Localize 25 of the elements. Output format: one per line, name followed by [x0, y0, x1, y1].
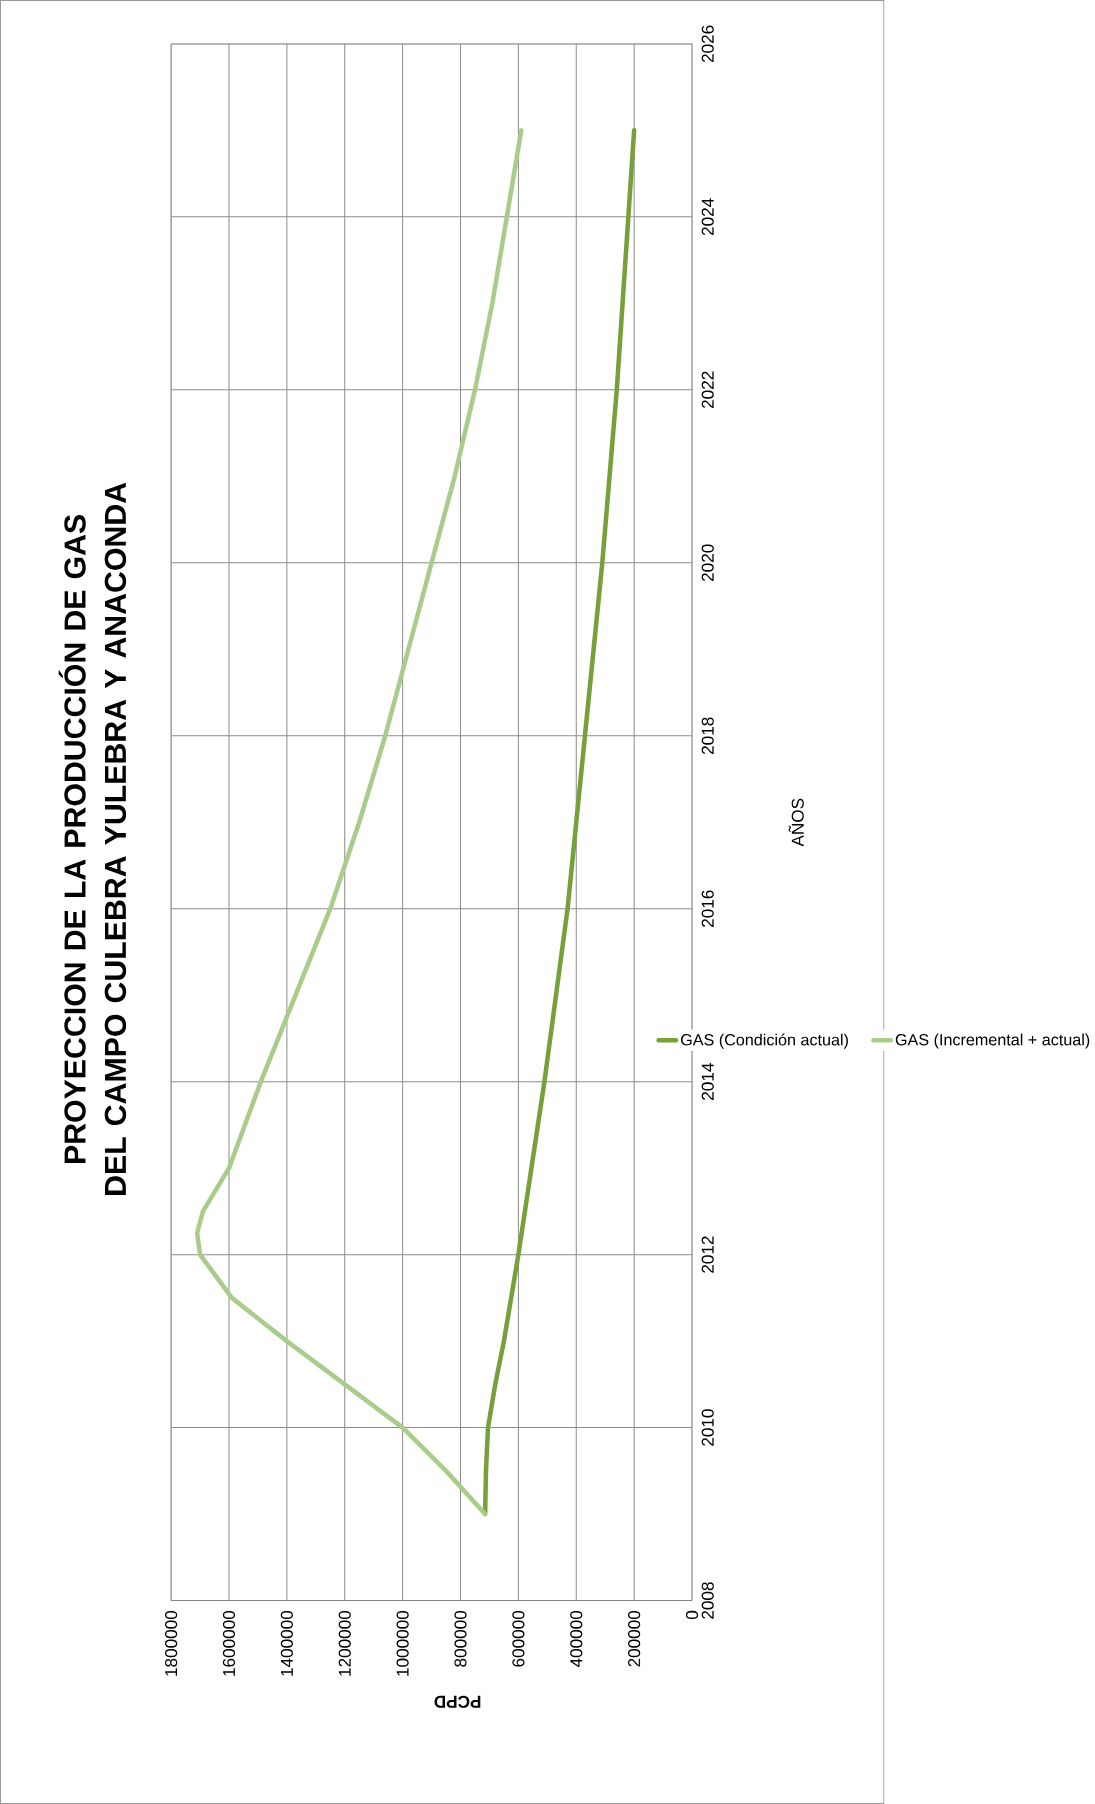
text: PROYECCION DE LA PRODUCCIÓN DE GAS DEL CAMPO CULEBRA YULEBRA Y ANACONDA [58, 482, 126, 1195]
x-tick-label: 400000 [570, 1610, 583, 1668]
y-tick-label: 2022 [701, 371, 714, 409]
y-tick-label: 2016 [701, 890, 714, 927]
y-tick-label: 2018 [701, 717, 714, 754]
y-tick-label: 2008 [701, 1582, 714, 1619]
y-axis-title: AÑOS [788, 798, 804, 847]
x-tick-label: 800000 [454, 1610, 467, 1667]
x-tick-label: 600000 [512, 1610, 525, 1667]
x-tick-label: 200000 [627, 1610, 641, 1667]
y-tick-label: 2010 [701, 1409, 714, 1446]
x-tick-label: 1400000 [280, 1610, 293, 1676]
x-tick-label: 1200000 [338, 1610, 351, 1676]
x-tick-label: 1800000 [164, 1610, 178, 1676]
legend-label: GAS (Incremental + actual) [895, 1033, 1090, 1049]
x-tick-label: 1600000 [222, 1610, 235, 1676]
x-tick-label: 1000000 [396, 1610, 409, 1676]
y-tick-label: 2026 [701, 25, 714, 63]
y-tick-label: 2024 [701, 198, 714, 236]
y-tick-label: 2020 [701, 544, 714, 582]
y-tick-label: 2012 [701, 1236, 714, 1273]
y-tick-label: 2014 [701, 1063, 714, 1100]
x-tick-label: 0 [685, 1610, 698, 1620]
x-axis-title: PCPD [434, 1695, 481, 1708]
legend-label: GAS (Condición actual) [680, 1033, 848, 1049]
